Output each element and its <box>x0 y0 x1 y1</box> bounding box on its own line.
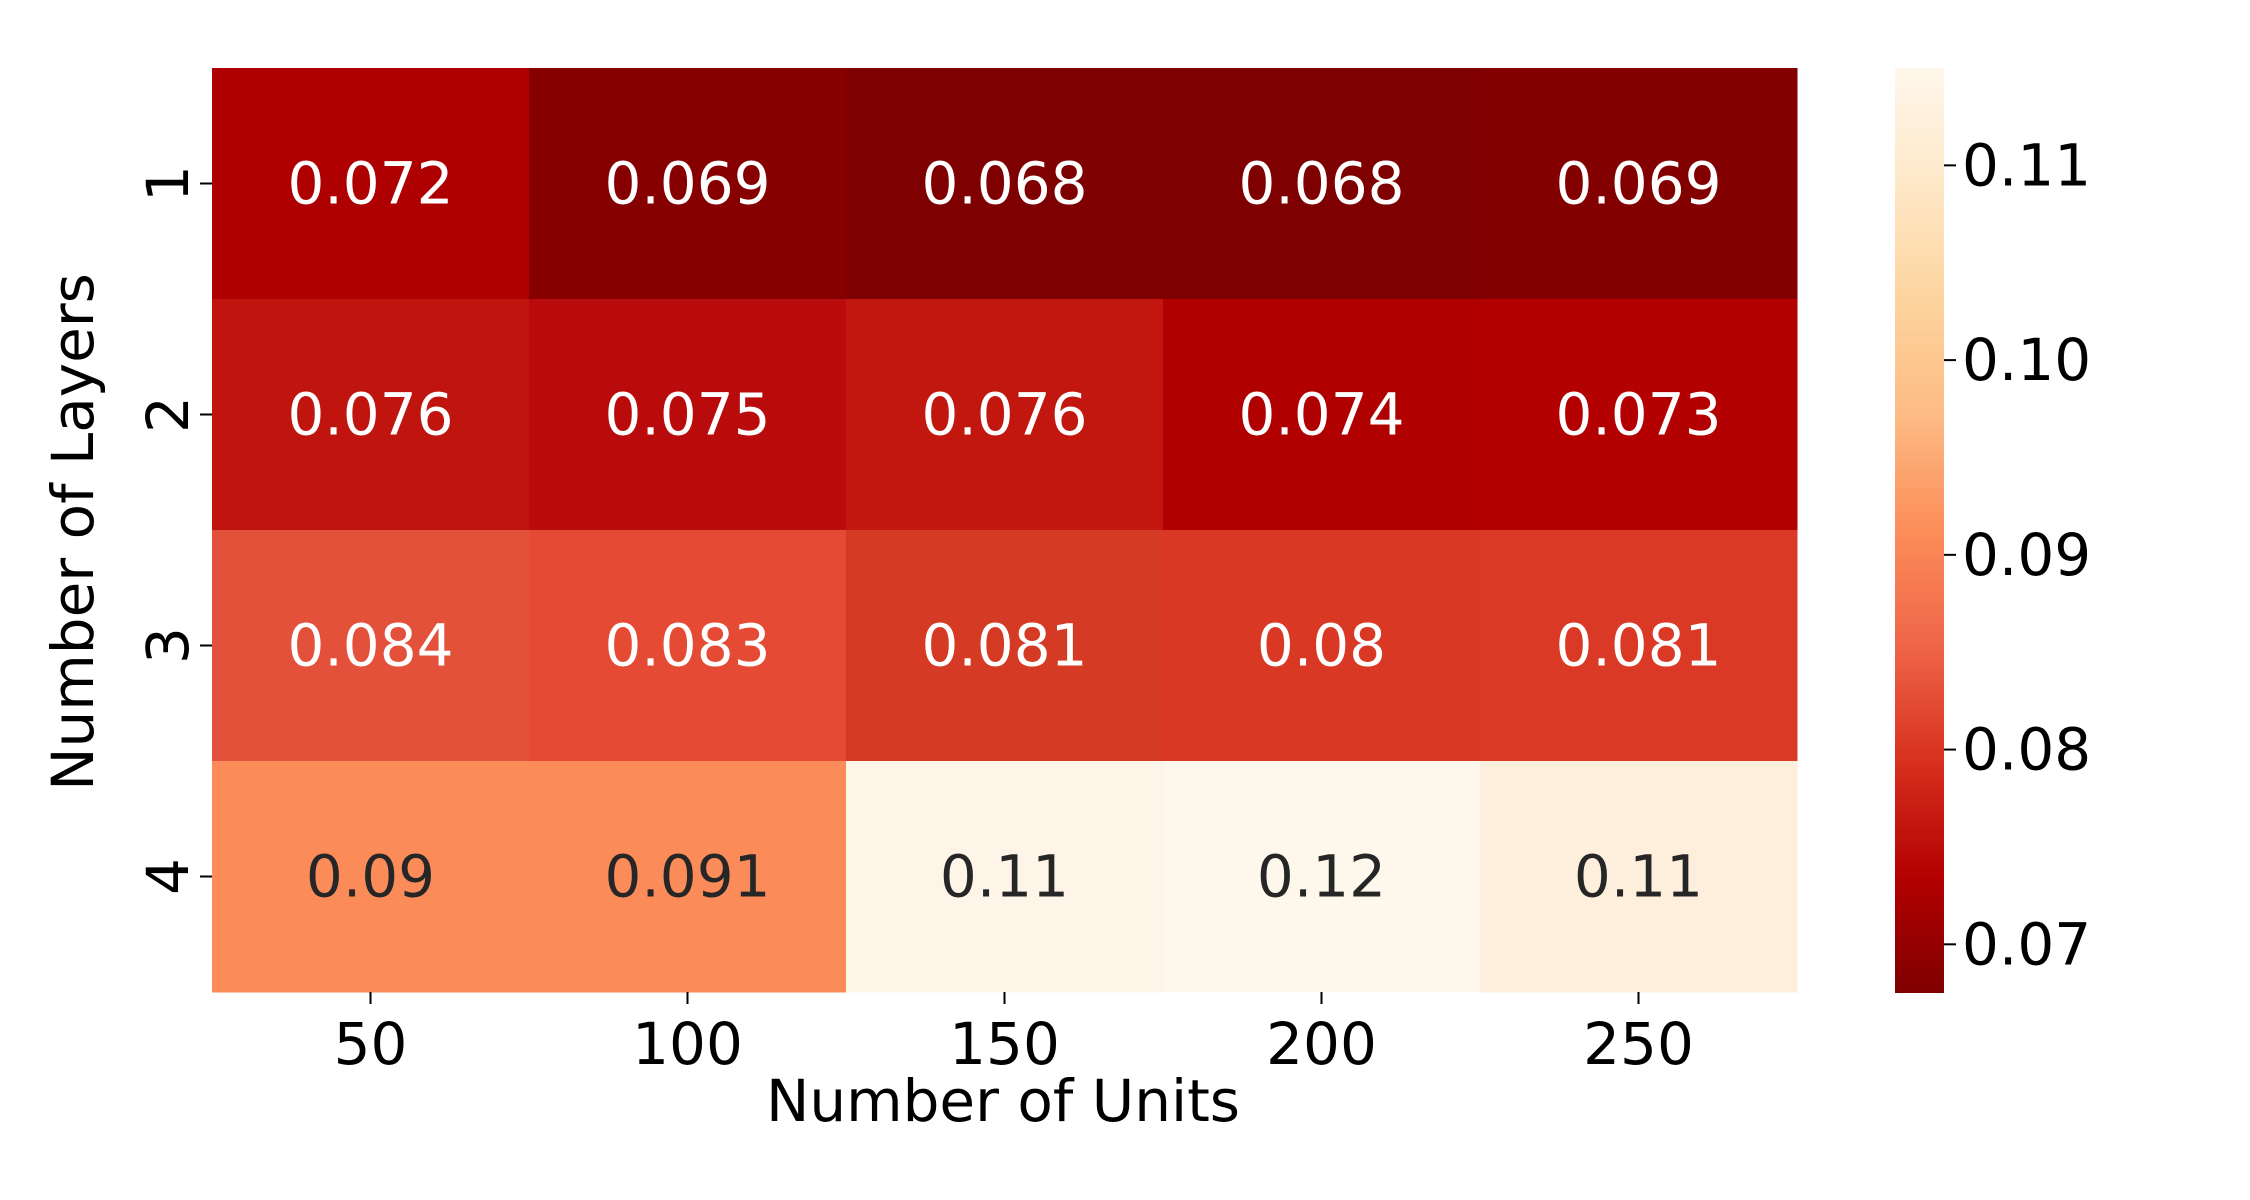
heatmap-cell <box>212 68 530 300</box>
colorbar-tick-label: 0.09 <box>1962 521 2091 589</box>
heatmap-cell <box>846 761 1164 993</box>
x-tick-label: 100 <box>632 1010 743 1078</box>
cell-value-label: 0.081 <box>1555 612 1721 680</box>
y-tick-label: 1 <box>134 165 202 202</box>
heatmap-cell <box>1163 761 1481 993</box>
heatmap-cell <box>846 299 1164 531</box>
heatmap-cell <box>1480 761 1798 993</box>
x-tick-label: 150 <box>949 1010 1060 1078</box>
cell-value-label: 0.068 <box>921 150 1087 218</box>
cell-value-label: 0.09 <box>306 843 435 911</box>
heatmap-cell <box>212 761 530 993</box>
cell-value-label: 0.08 <box>1257 612 1386 680</box>
colorbar-ticks: 0.07 0.08 0.09 0.10 0.11 <box>1944 131 2091 978</box>
y-tick-label: 2 <box>134 396 202 433</box>
cell-value-label: 0.11 <box>940 843 1069 911</box>
colorbar-tick-label: 0.10 <box>1962 326 2091 394</box>
heatmap-cell <box>529 530 847 762</box>
cell-value-label: 0.083 <box>604 612 770 680</box>
heatmap-cell <box>529 299 847 531</box>
heatmap-cell <box>846 530 1164 762</box>
y-tick-label: 4 <box>134 858 202 895</box>
cell-value-label: 0.091 <box>604 843 770 911</box>
cell-value-label: 0.081 <box>921 612 1087 680</box>
colorbar-tick-label: 0.08 <box>1962 716 2091 784</box>
y-axis-label: Number of Layers <box>39 273 107 791</box>
cell-value-label: 0.073 <box>1555 381 1721 449</box>
x-axis-label: Number of Units <box>766 1067 1240 1135</box>
y-axis-ticks: 1 2 3 4 <box>134 165 212 895</box>
heatmap-cell <box>212 299 530 531</box>
cell-value-label: 0.074 <box>1238 381 1404 449</box>
heatmap-cell <box>212 530 530 762</box>
cell-value-label: 0.069 <box>604 150 770 218</box>
heatmap-cell <box>1480 68 1798 300</box>
heatmap-cell <box>1480 299 1798 531</box>
colorbar-tick-label: 0.07 <box>1962 910 2091 978</box>
colorbar <box>1895 68 1944 993</box>
heatmap-cell <box>1163 299 1481 531</box>
heatmap-cell <box>1480 530 1798 762</box>
cell-value-label: 0.076 <box>287 381 453 449</box>
heatmap-cell <box>529 761 847 993</box>
cell-value-label: 0.072 <box>287 150 453 218</box>
heatmap-cell <box>529 68 847 300</box>
cell-value-label: 0.084 <box>287 612 453 680</box>
cell-value-label: 0.12 <box>1257 843 1386 911</box>
x-tick-label: 200 <box>1266 1010 1377 1078</box>
cell-value-label: 0.11 <box>1574 843 1703 911</box>
heatmap-cell <box>846 68 1164 300</box>
cell-value-label: 0.069 <box>1555 150 1721 218</box>
x-tick-label: 50 <box>334 1010 408 1078</box>
heatmap-cell <box>1163 68 1481 300</box>
heatmap-cells <box>212 68 1798 993</box>
x-axis-ticks: 50 100 150 200 250 <box>334 992 1694 1078</box>
cell-value-label: 0.075 <box>604 381 770 449</box>
colorbar-tick-label: 0.11 <box>1962 131 2091 199</box>
y-tick-label: 3 <box>134 627 202 664</box>
x-tick-label: 250 <box>1583 1010 1694 1078</box>
heatmap-cell-labels: 0.072 0.069 0.068 0.068 0.069 0.076 0.075 0.076… <box>287 150 1721 911</box>
cell-value-label: 0.076 <box>921 381 1087 449</box>
cell-value-label: 0.068 <box>1238 150 1404 218</box>
heatmap-cell <box>1163 530 1481 762</box>
